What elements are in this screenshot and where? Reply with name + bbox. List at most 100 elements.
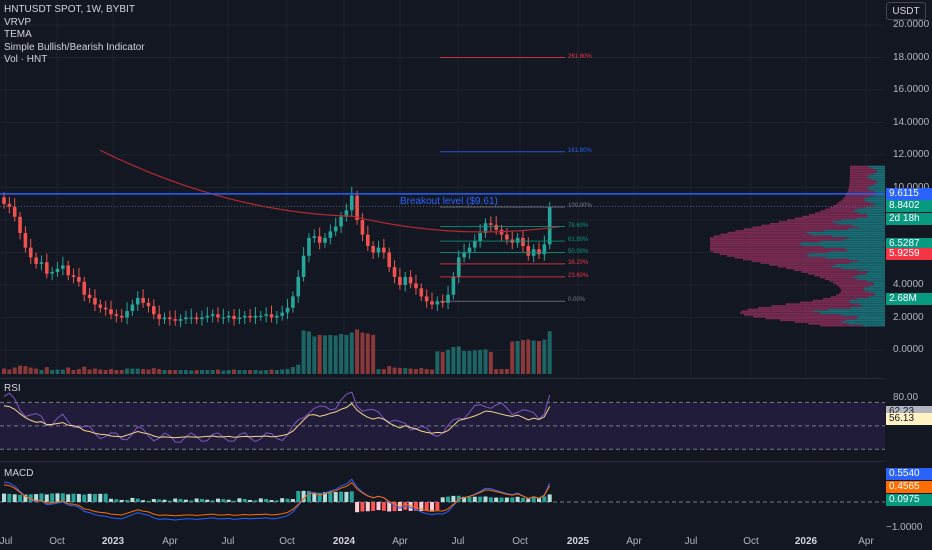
volume-profile-bar [820, 240, 885, 243]
macd-histogram-bar [515, 496, 520, 502]
indicator-tema[interactable]: TEMA [4, 29, 32, 40]
macd-histogram-bar [387, 502, 392, 512]
candle-body [259, 315, 263, 317]
macd-histogram-bar [446, 496, 451, 502]
macd-histogram-bar [162, 499, 167, 502]
candle-body [366, 234, 370, 246]
candle-body [398, 276, 402, 285]
macd-histogram-bar [173, 498, 178, 502]
volume-profile-bar [813, 310, 885, 313]
volume-bar [456, 346, 461, 374]
candle-body [253, 315, 258, 318]
indicator-bullbear[interactable]: Simple Bullish/Bearish Indicator [4, 41, 145, 53]
time-axis[interactable]: Jul Oct 2023 Apr Jul Oct 2024 Apr Jul Oct 2025 Apr J… [0, 535, 932, 550]
pane-separator[interactable] [0, 378, 885, 379]
candle-body [114, 314, 119, 316]
macd-histogram-bar [28, 494, 33, 502]
time-axis-label: Apr [162, 536, 178, 547]
fib-label: 50.00% [568, 248, 589, 255]
candle-body [194, 317, 199, 320]
symbol-title[interactable]: HNTUSDT SPOT, 1W, BYBIT [4, 4, 135, 15]
candle-body [146, 302, 151, 307]
volume-profile-bar [786, 219, 842, 221]
volume-profile-bar [808, 253, 885, 255]
candle-body [189, 317, 194, 319]
rsi-ma-line [3, 402, 551, 439]
volume-bar [253, 370, 258, 374]
rsi-chart[interactable] [0, 379, 932, 461]
volume-profile-bar [831, 265, 885, 268]
volume-bar [339, 333, 344, 374]
volume-profile-bar [743, 258, 850, 261]
price-tag: 2d 18h [886, 213, 932, 226]
volume-profile-bar [849, 167, 873, 170]
volume-profile-bar [765, 317, 857, 320]
indicator-vrvp[interactable]: VRVP [4, 16, 32, 28]
volume-profile-bar [710, 249, 848, 252]
volume-bar [360, 332, 365, 374]
volume-bar [183, 370, 188, 374]
volume-profile-bar [864, 197, 885, 200]
rsi-title[interactable]: RSI [4, 383, 21, 394]
volume-profile-bar [847, 228, 885, 230]
price-axis-label: 12.0000 [893, 149, 930, 160]
macd-histogram-bar [413, 502, 418, 511]
volume-profile-bar [848, 323, 885, 325]
volume-profile-bar [831, 221, 885, 223]
volume-profile-bar [865, 206, 885, 209]
volume-bar [285, 369, 290, 374]
rsi-pane[interactable]: RSI 80.00 62.23 56.13 [0, 379, 932, 461]
macd-title[interactable]: MACD [4, 468, 34, 479]
macd-histogram-bar [7, 493, 12, 502]
macd-histogram-bar [109, 498, 113, 502]
pane-separator[interactable] [0, 461, 885, 462]
volume-profile-bar [758, 306, 851, 309]
candle-body [248, 315, 252, 318]
volume-bar [387, 366, 392, 374]
macd-chart[interactable] [0, 462, 932, 534]
volume-profile-bar [845, 247, 885, 250]
time-axis-label: 2023 [101, 536, 125, 547]
candle-body [515, 237, 520, 243]
volume-bar [199, 370, 204, 374]
volume-profile-bar [874, 190, 885, 193]
main-chart-pane[interactable]: HNTUSDT SPOT, 1W, BYBIT VRVP TEMA Simple… [0, 0, 932, 378]
indicator-volume[interactable]: Vol · HNT [4, 54, 48, 65]
volume-bar [87, 369, 92, 374]
volume-profile-bar [867, 176, 885, 179]
price-axis-label: 4.0000 [893, 279, 924, 290]
volume-bar [44, 367, 49, 374]
macd-pane[interactable]: MACD −1.0000 0.5540 0.4565 0.0975 [0, 462, 932, 534]
volume-profile-bar [833, 205, 874, 207]
volume-profile-bar [823, 230, 885, 232]
macd-histogram-bar [547, 494, 552, 502]
macd-histogram-bar [333, 492, 338, 502]
candle-body [39, 262, 44, 264]
volume-bar [12, 367, 17, 374]
candle-body [77, 276, 81, 282]
time-axis-label: Oct [743, 536, 759, 547]
macd-histogram-bar [349, 491, 354, 502]
time-axis-label: Jul [451, 536, 465, 547]
volume-bar [189, 370, 194, 374]
currency-button[interactable]: USDT [886, 2, 926, 20]
volume-profile-bar [864, 199, 885, 202]
macd-histogram-bar [125, 500, 130, 502]
candle-body [237, 317, 242, 320]
price-chart[interactable] [0, 0, 932, 378]
fib-label: 38.20% [568, 259, 589, 266]
volume-profile-bar [858, 303, 885, 305]
volume-profile-bar [747, 308, 829, 311]
volume-bar [392, 367, 397, 374]
volume-bar [125, 368, 130, 374]
volume-profile-bar [849, 176, 868, 179]
volume-profile-bar [849, 172, 874, 175]
volume-bar [494, 369, 499, 374]
volume-profile-bar [800, 242, 885, 245]
volume-profile-bar [843, 239, 885, 241]
macd-histogram-bar [50, 493, 55, 502]
volume-profile-bar [845, 319, 885, 322]
volume-profile-bar [825, 256, 885, 259]
volume-bar [317, 334, 322, 374]
volume-bar [2, 368, 6, 374]
